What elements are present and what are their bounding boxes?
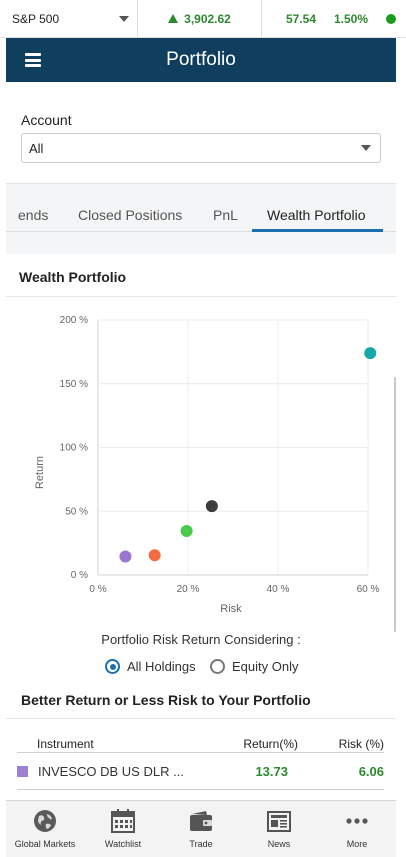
- account-selected-value: All: [29, 140, 44, 156]
- index-name: S&P 500: [12, 11, 60, 26]
- nav-news[interactable]: News: [240, 801, 318, 857]
- arrow-up-icon: [168, 14, 179, 23]
- radio-all-holdings-label: All Holdings: [127, 659, 196, 674]
- index-change-value: 57.54: [286, 11, 317, 26]
- main-content[interactable]: Account All ends Closed Positions PnL We…: [6, 82, 396, 800]
- x-tick-label: 60 %: [357, 584, 380, 595]
- tab-dividends[interactable]: ends: [18, 207, 49, 223]
- x-axis-label: Risk: [220, 603, 242, 615]
- account-select[interactable]: All: [21, 133, 381, 163]
- chevron-down-icon: [361, 145, 371, 151]
- portfolio-tabs: ends Closed Positions PnL Wealth Portfol…: [6, 195, 396, 233]
- wealth-portfolio-title: Wealth Portfolio: [19, 269, 127, 285]
- data-point: [205, 500, 218, 513]
- radio-all-holdings[interactable]: All Holdings: [105, 659, 196, 674]
- tabs-divider: [6, 231, 396, 232]
- page-title: Portfolio: [166, 49, 236, 70]
- tab-pnl[interactable]: PnL: [213, 207, 238, 223]
- nav-label: Trade: [189, 839, 213, 849]
- x-tick-label: 0 %: [89, 584, 106, 595]
- newspaper-icon: [266, 808, 292, 834]
- col-risk: Risk (%): [338, 737, 384, 751]
- market-status-dot: [386, 13, 396, 24]
- nav-global-markets[interactable]: Global Markets: [6, 801, 84, 857]
- hamburger-menu-icon[interactable]: [25, 53, 41, 67]
- data-point: [180, 525, 193, 538]
- instrument-name: INVESCO DB US DLR ...: [38, 764, 184, 779]
- y-tick-label: 0 %: [71, 570, 88, 581]
- nav-watchlist[interactable]: Watchlist: [84, 801, 162, 857]
- y-tick-label: 100 %: [60, 443, 88, 454]
- vertical-scrollbar[interactable]: [394, 377, 396, 632]
- index-price-value: 3,902.62: [184, 11, 231, 26]
- market-ticker-bar: S&P 500 3,902.62 57.54 1.50%: [0, 0, 406, 38]
- tab-wealth-portfolio[interactable]: Wealth Portfolio: [267, 207, 366, 223]
- x-tick-label: 40 %: [267, 584, 290, 595]
- radio-equity-only-label: Equity Only: [232, 659, 299, 674]
- y-tick-label: 200 %: [60, 315, 88, 326]
- wealth-portfolio-card: Wealth Portfolio 0 % 20 % 40 % 60 % 0 % 50 % 1…: [6, 254, 396, 800]
- table-header-divider: [17, 752, 384, 753]
- y-tick-label: 50 %: [65, 506, 88, 517]
- better-return-title: Better Return or Less Risk to Your Portf…: [21, 692, 311, 708]
- data-point: [119, 550, 132, 563]
- account-section: Account All: [6, 82, 396, 184]
- chevron-down-icon: [119, 15, 129, 22]
- nav-more[interactable]: More: [318, 801, 396, 857]
- data-point: [364, 347, 377, 360]
- nav-label: Watchlist: [104, 839, 142, 849]
- data-point: [148, 549, 161, 562]
- table-row-divider: [17, 789, 384, 790]
- bottom-navigation: Global Markets Watchlist Trade News More: [6, 800, 396, 857]
- index-change: 57.54 1.50%: [262, 12, 406, 26]
- nav-trade[interactable]: Trade: [162, 801, 240, 857]
- nav-label: Global Markets: [14, 839, 76, 849]
- instrument-color-swatch: [17, 766, 28, 777]
- instrument-return: 13.73: [255, 764, 288, 779]
- app-header: Portfolio: [6, 38, 396, 82]
- nav-label: More: [346, 839, 368, 849]
- calendar-grid-icon: [110, 808, 136, 834]
- nav-label: News: [267, 839, 291, 849]
- globe-icon: [32, 808, 58, 834]
- holdings-radio-group: All Holdings Equity Only: [6, 659, 396, 679]
- radio-selected-icon: [105, 659, 120, 674]
- col-instrument: Instrument: [37, 737, 94, 751]
- index-change-percent: 1.50%: [334, 11, 369, 26]
- index-price: 3,902.62: [138, 0, 262, 37]
- table-row[interactable]: INVESCO DB US DLR ... 13.73 6.06: [6, 757, 396, 789]
- x-tick-label: 20 %: [177, 584, 200, 595]
- risk-return-chart: 0 % 20 % 40 % 60 % 0 % 50 % 100 % 150 % 200 % Ris…: [34, 315, 380, 615]
- considering-label: Portfolio Risk Return Considering :: [101, 632, 301, 647]
- account-label: Account: [21, 112, 72, 128]
- y-tick-label: 150 %: [60, 379, 88, 390]
- section-divider: [6, 718, 396, 719]
- index-selector[interactable]: S&P 500: [0, 0, 138, 37]
- wallet-icon: [188, 808, 214, 834]
- y-axis-label: Return: [34, 456, 46, 489]
- col-return: Return(%): [243, 737, 298, 751]
- instrument-risk: 6.06: [358, 764, 384, 779]
- radio-equity-only[interactable]: Equity Only: [210, 659, 298, 674]
- table-header: Instrument Return(%) Risk (%): [6, 734, 396, 752]
- card-divider: [6, 296, 396, 297]
- radio-unselected-icon: [210, 659, 225, 674]
- tab-closed-positions[interactable]: Closed Positions: [78, 207, 183, 223]
- active-tab-indicator: [252, 229, 383, 232]
- more-dots-icon: [344, 808, 370, 834]
